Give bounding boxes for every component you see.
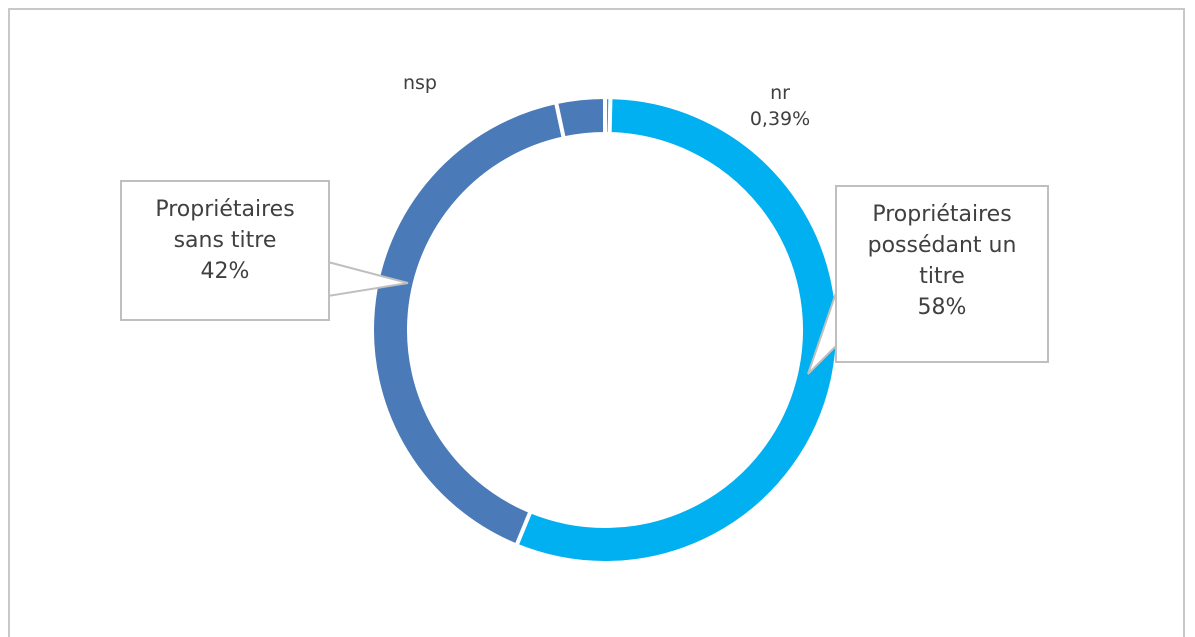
donut-segment: [553, 94, 607, 141]
category-label: Propriétaires sans titre: [155, 197, 295, 253]
category-label: nr: [770, 82, 790, 104]
chart-border: [8, 8, 1185, 637]
donut-segment: [513, 95, 840, 565]
data-label: Propriétaires sans titre 42%: [120, 180, 330, 321]
value-label: 0,39%: [749, 108, 811, 130]
category-label: nsp: [402, 72, 437, 94]
data-label: Propriétaires possédant un titre 58%: [835, 185, 1049, 363]
value-label: 58%: [917, 295, 967, 320]
data-label: nr 0,39%: [715, 80, 845, 132]
category-label: Propriétaires possédant un titre: [867, 202, 1017, 289]
value-label: 42%: [200, 259, 250, 284]
data-label: nsp: [380, 70, 460, 96]
donut-segment: [370, 99, 567, 549]
